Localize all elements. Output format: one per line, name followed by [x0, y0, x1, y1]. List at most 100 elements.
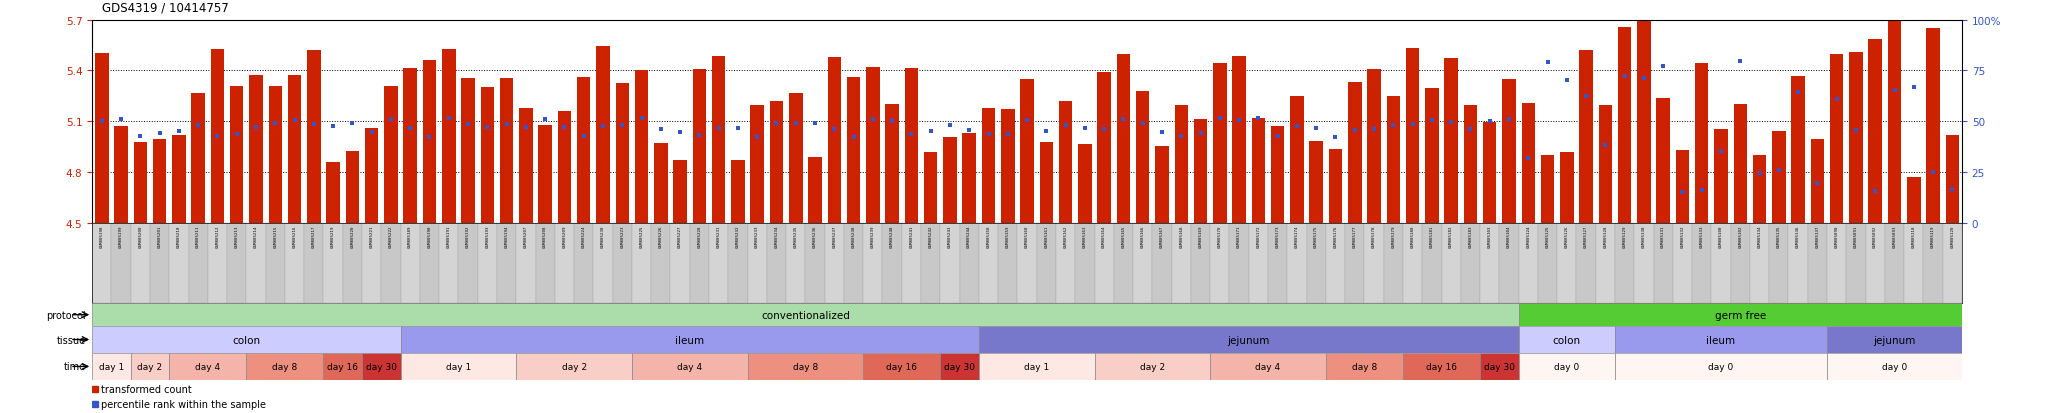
Bar	[1421, 223, 1442, 304]
Text: GSM805201: GSM805201	[158, 225, 162, 248]
Bar	[1403, 223, 1421, 304]
Bar	[961, 223, 979, 304]
Text: GSM805243: GSM805243	[948, 225, 952, 248]
Text: GSM805193: GSM805193	[485, 225, 489, 248]
Text: GSM805120: GSM805120	[1950, 225, 1954, 248]
Bar	[1137, 92, 1149, 223]
Bar	[1155, 146, 1169, 223]
Bar	[1272, 127, 1284, 223]
Text: day 1: day 1	[1024, 362, 1049, 371]
Text: GSM805132: GSM805132	[1681, 225, 1683, 248]
Text: jejunum: jejunum	[1874, 335, 1915, 345]
Bar	[633, 353, 748, 380]
Bar	[324, 353, 362, 380]
Text: GSM805172: GSM805172	[1255, 225, 1260, 248]
Text: GSM805158: GSM805158	[987, 225, 991, 248]
Text: GSM805200: GSM805200	[139, 225, 143, 248]
Text: day 8: day 8	[272, 362, 297, 371]
Bar	[477, 223, 498, 304]
Text: GSM805164: GSM805164	[1102, 225, 1106, 248]
Bar	[131, 353, 170, 380]
Bar	[786, 223, 805, 304]
Bar	[1098, 73, 1110, 223]
Text: time: time	[63, 361, 86, 372]
Text: GSM805225: GSM805225	[639, 225, 643, 248]
Bar	[305, 223, 324, 304]
Text: day 8: day 8	[1352, 362, 1376, 371]
Bar	[1018, 223, 1036, 304]
Bar	[170, 353, 246, 380]
Bar	[809, 158, 821, 223]
Bar	[1114, 223, 1133, 304]
Text: GSM805159: GSM805159	[1006, 225, 1010, 248]
Bar	[516, 353, 633, 380]
Text: germ free: germ free	[1714, 310, 1765, 320]
Bar	[825, 223, 844, 304]
Text: GSM805170: GSM805170	[1219, 225, 1223, 248]
Bar	[442, 50, 455, 223]
Text: GSM805240: GSM805240	[891, 225, 895, 248]
Bar	[535, 223, 555, 304]
Text: GSM805235: GSM805235	[795, 225, 799, 248]
Text: day 2: day 2	[1141, 362, 1165, 371]
Bar	[133, 142, 147, 223]
Bar	[92, 353, 131, 380]
Text: GSM805175: GSM805175	[1315, 225, 1319, 248]
Text: GSM805178: GSM805178	[1372, 225, 1376, 248]
Text: day 2: day 2	[561, 362, 586, 371]
Text: GSM805176: GSM805176	[1333, 225, 1337, 248]
Bar	[246, 353, 324, 380]
Bar	[885, 105, 899, 223]
Bar	[573, 223, 594, 304]
Bar	[229, 87, 244, 223]
Bar	[307, 50, 322, 223]
Text: GSM805239: GSM805239	[870, 225, 874, 248]
Bar	[1831, 55, 1843, 223]
Text: GSM805208: GSM805208	[543, 225, 547, 248]
Text: GSM805207: GSM805207	[524, 225, 528, 248]
Bar	[979, 326, 1520, 353]
Bar	[846, 78, 860, 223]
Bar	[1348, 83, 1362, 223]
Bar	[115, 127, 127, 223]
Bar	[420, 223, 438, 304]
Text: GSM805216: GSM805216	[293, 225, 297, 248]
Bar	[729, 223, 748, 304]
Text: GSM805223: GSM805223	[621, 225, 625, 248]
Bar	[1176, 106, 1188, 223]
Text: GSM805181: GSM805181	[1430, 225, 1434, 248]
Bar	[1425, 89, 1438, 223]
Bar	[1481, 223, 1499, 304]
Bar	[709, 223, 729, 304]
Text: GSM805198: GSM805198	[100, 225, 104, 248]
Text: GSM805093: GSM805093	[1892, 225, 1896, 248]
Bar	[289, 76, 301, 223]
Text: GSM805210: GSM805210	[176, 225, 180, 248]
Bar	[268, 87, 283, 223]
Text: ileum: ileum	[676, 335, 705, 345]
Text: GSM805131: GSM805131	[1661, 225, 1665, 248]
Bar	[1788, 223, 1808, 304]
Bar	[940, 223, 961, 304]
Bar	[690, 223, 709, 304]
Text: GSM805100: GSM805100	[1718, 225, 1722, 248]
Text: GSM805183: GSM805183	[1468, 225, 1473, 248]
Bar	[1808, 223, 1827, 304]
Text: GSM805221: GSM805221	[371, 225, 373, 248]
Text: protocol: protocol	[47, 310, 86, 320]
Bar	[246, 223, 266, 304]
Text: GSM805135: GSM805135	[1778, 225, 1782, 248]
Text: GSM805136: GSM805136	[1796, 225, 1800, 248]
Bar	[170, 223, 188, 304]
Text: day 16: day 16	[328, 362, 358, 371]
Bar	[1290, 97, 1305, 223]
Bar	[901, 223, 922, 304]
Bar	[862, 223, 883, 304]
Text: day 8: day 8	[793, 362, 817, 371]
Bar	[1483, 123, 1497, 223]
Text: day 16: day 16	[887, 362, 918, 371]
Text: GSM805226: GSM805226	[659, 225, 664, 248]
Text: GSM805133: GSM805133	[1700, 225, 1704, 248]
Bar	[190, 94, 205, 223]
Bar	[1368, 70, 1380, 223]
